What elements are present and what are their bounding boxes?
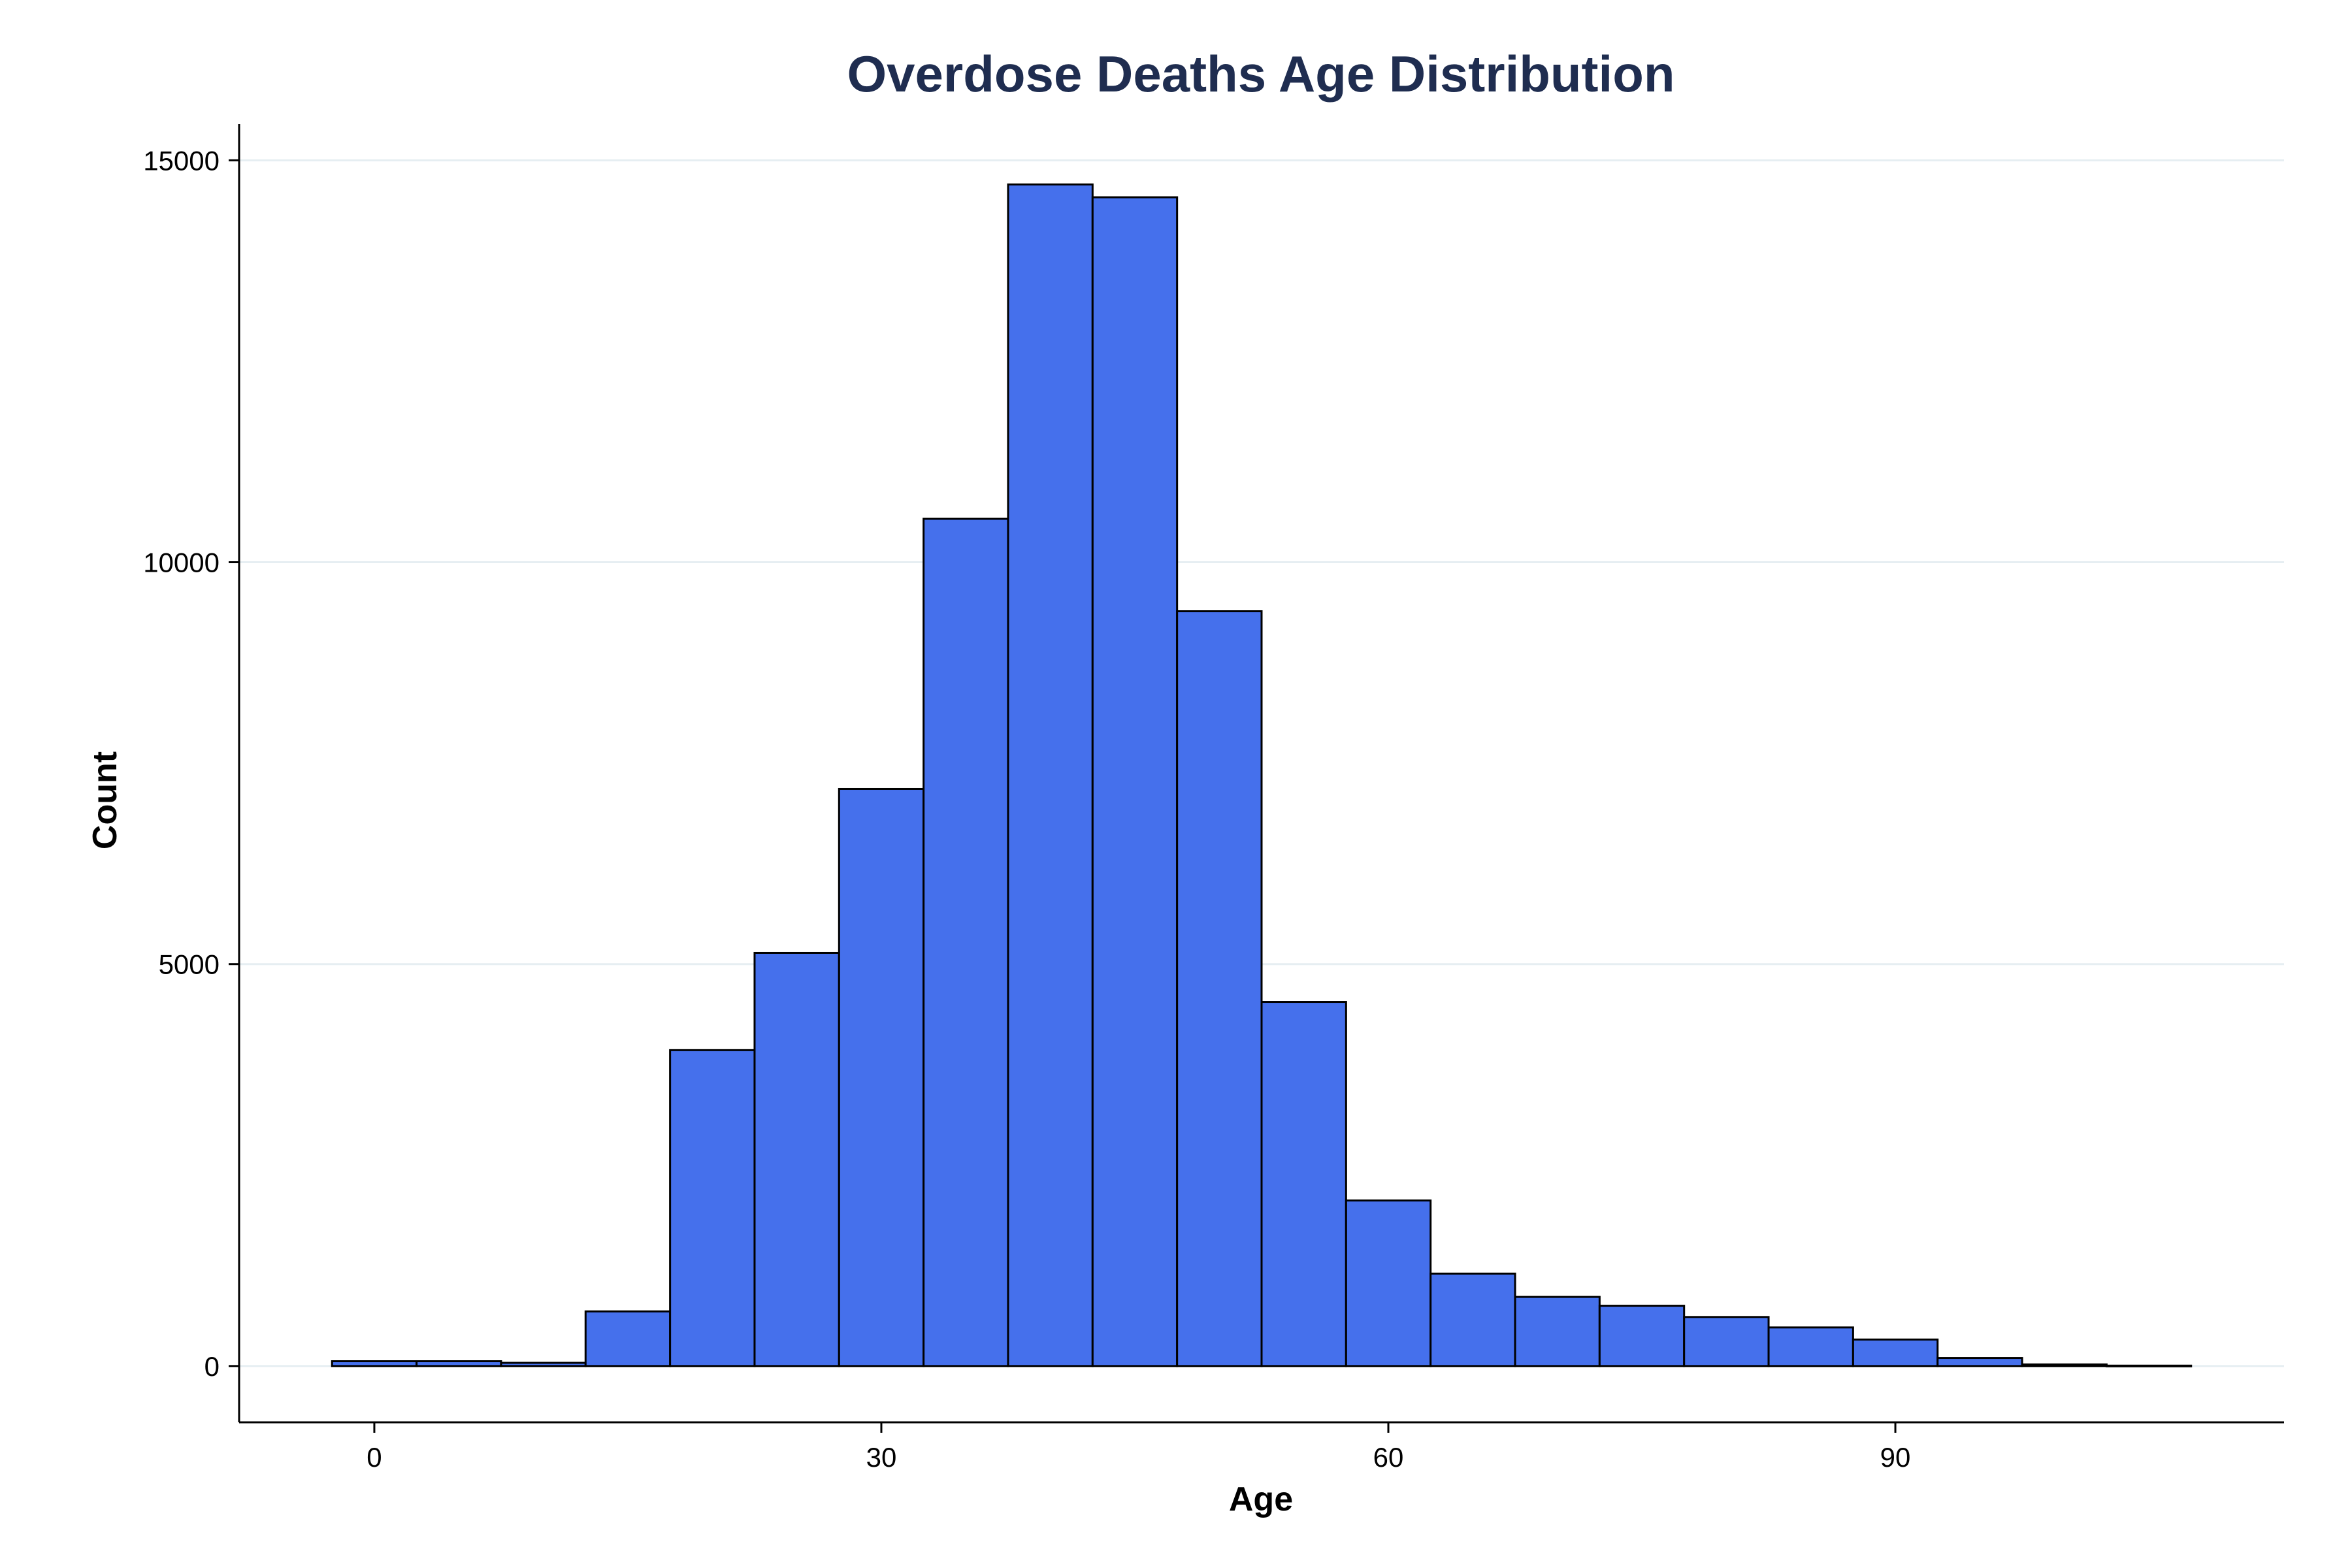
x-tick-label-60: 60	[1373, 1442, 1404, 1473]
histogram-bars	[331, 183, 2193, 1367]
histogram-bar-13	[1429, 1272, 1516, 1367]
x-tick-label-0: 0	[367, 1442, 382, 1473]
histogram-bar-12	[1345, 1199, 1432, 1367]
histogram-bar-20	[2021, 1363, 2108, 1367]
y-axis-label: Count	[86, 751, 124, 849]
tick-labels: 0 5000 10000 15000 0 30 60 90	[143, 145, 1910, 1473]
histogram-bar-1	[416, 1360, 502, 1367]
histogram-bar-3	[584, 1310, 672, 1367]
histogram-bar-0	[331, 1360, 418, 1367]
histogram-bar-9	[1091, 196, 1179, 1367]
y-tick-label-10000: 10000	[143, 547, 220, 578]
y-tick-label-5000: 5000	[159, 949, 220, 980]
chart-title: Overdose Deaths Age Distribution	[847, 45, 1674, 103]
histogram-bar-4	[669, 1049, 756, 1367]
histogram-bar-21	[2105, 1364, 2193, 1367]
histogram-bar-5	[753, 951, 840, 1367]
histogram-bar-11	[1260, 1001, 1347, 1367]
histogram-bar-14	[1514, 1296, 1601, 1367]
histogram-bar-7	[923, 517, 1009, 1367]
histogram-bar-15	[1598, 1305, 1686, 1367]
histogram-bar-19	[1936, 1357, 2023, 1367]
histogram-bar-18	[1852, 1338, 1939, 1367]
histogram-bar-2	[500, 1362, 587, 1367]
y-tick-label-0: 0	[204, 1351, 220, 1382]
histogram-bar-10	[1176, 610, 1263, 1367]
axes	[229, 124, 2284, 1433]
histogram-bar-8	[1007, 183, 1094, 1367]
x-tick-label-30: 30	[866, 1442, 897, 1473]
histogram-bar-6	[838, 787, 925, 1367]
histogram-bar-17	[1767, 1326, 1854, 1367]
x-axis-label: Age	[1229, 1480, 1293, 1518]
histogram-bar-16	[1683, 1316, 1770, 1367]
x-tick-label-90: 90	[1880, 1442, 1911, 1473]
y-tick-label-15000: 15000	[143, 145, 220, 176]
